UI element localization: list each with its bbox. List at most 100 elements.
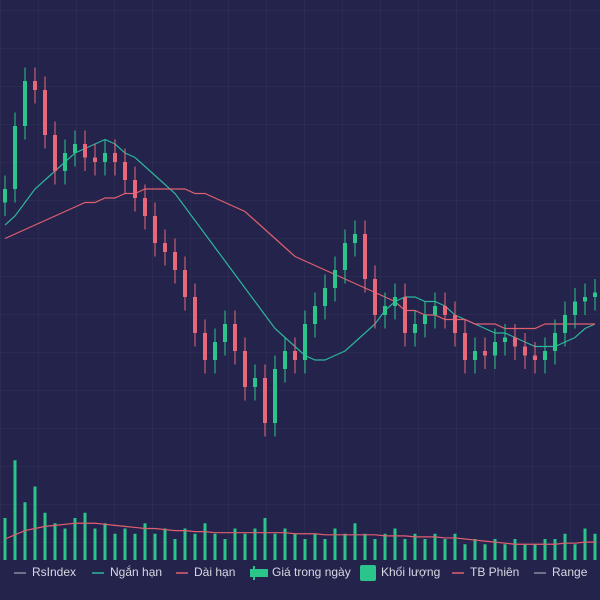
candle-body [133, 180, 137, 198]
candle-body [413, 324, 417, 333]
volume-bar [73, 518, 77, 560]
candle-body [423, 315, 427, 324]
volume-bar [303, 539, 307, 560]
volume-bar [113, 533, 117, 560]
candle-body [183, 270, 187, 297]
volume-bar [393, 528, 397, 560]
candle-body [113, 153, 117, 162]
candle-body [53, 135, 57, 171]
candle-body [253, 378, 257, 387]
volume-bar [593, 533, 597, 560]
candle-body [593, 292, 597, 297]
candle-body [73, 144, 77, 153]
volume-bar [373, 539, 377, 560]
volume-bar [173, 539, 177, 560]
volume-bar [503, 544, 507, 560]
legend-label: Range [552, 565, 588, 579]
volume-bar [443, 539, 447, 560]
volume-bar [163, 528, 167, 560]
candle-body [313, 306, 317, 324]
candle-body [153, 216, 157, 243]
volume-bar [283, 528, 287, 560]
candle-body [443, 306, 447, 315]
volume-bar [583, 528, 587, 560]
volume-bar [363, 533, 367, 560]
legend-label: Ngắn hạn [110, 564, 162, 579]
candle-body [503, 337, 507, 342]
candle-body [393, 297, 397, 306]
candle-body [93, 157, 97, 162]
volume-bar [53, 523, 57, 560]
volume-bar [473, 539, 477, 560]
volume-bar [383, 533, 387, 560]
volume-bar [103, 523, 107, 560]
candle-body [463, 333, 467, 360]
candle-body [213, 342, 217, 360]
line [4, 188, 595, 330]
volume-bar [573, 544, 577, 560]
candle-body [13, 126, 17, 189]
candle-body [293, 351, 297, 360]
candle-body [283, 351, 287, 369]
candle-body [63, 153, 67, 171]
candle-body [273, 369, 277, 423]
candle-body [543, 351, 547, 360]
volume-bar [483, 544, 487, 560]
volume-bar [93, 528, 97, 560]
line [4, 138, 596, 361]
candle-body [343, 243, 347, 270]
volume-bar [153, 533, 157, 560]
line [4, 522, 595, 545]
candle-body [203, 333, 207, 360]
volume-bar [33, 486, 37, 560]
candle-body [553, 333, 557, 351]
candle-body [43, 90, 47, 135]
volume-bar [553, 539, 557, 560]
volume-bar [133, 533, 137, 560]
volume-bar [123, 528, 127, 560]
candle-body [3, 189, 7, 203]
candle-body [373, 279, 377, 315]
volume-bar [343, 533, 347, 560]
candle-body [433, 306, 437, 315]
candle-body [263, 378, 267, 423]
volume-bar [563, 533, 567, 560]
candle-body [243, 351, 247, 387]
candle-body [193, 297, 197, 333]
volume-bar [523, 544, 527, 560]
volume-bar [313, 533, 317, 560]
volume-bar [403, 539, 407, 560]
candle-body [523, 346, 527, 356]
candle-body [563, 315, 567, 333]
candle-body [143, 198, 147, 216]
grid [0, 0, 600, 560]
legend-label: Dài hạn [194, 565, 235, 579]
candle-body [513, 337, 517, 347]
legend-label: Giá trong ngày [272, 565, 351, 579]
volume-bar [253, 528, 257, 560]
candle-body [23, 81, 27, 126]
candle-body [363, 234, 367, 279]
volume-bar [63, 528, 67, 560]
candle-body [163, 243, 167, 252]
candle-body [353, 234, 357, 243]
volume-bar [273, 533, 277, 560]
candle-body [493, 342, 497, 356]
candle-body [583, 297, 587, 302]
volume-bar [143, 523, 147, 560]
candle-body [573, 301, 577, 315]
candle-body [123, 162, 127, 180]
volume-bar [243, 533, 247, 560]
volume-bar [183, 528, 187, 560]
volume-bar [493, 539, 497, 560]
candle-body [383, 306, 387, 315]
candle-body [303, 324, 307, 360]
candle-body [173, 252, 177, 270]
volume-bar [353, 523, 357, 560]
candle-body [33, 81, 37, 90]
volume-bar [543, 539, 547, 560]
legend-icon [250, 569, 268, 577]
candle-body [103, 153, 107, 162]
candle-body [483, 351, 487, 356]
